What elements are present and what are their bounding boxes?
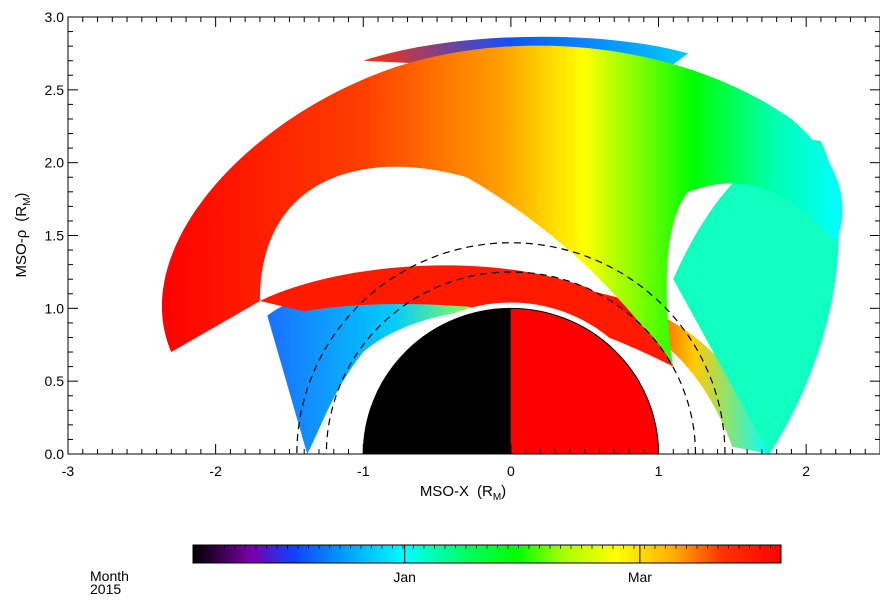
colorbar-title-month: Month — [90, 568, 129, 584]
colorbar-tick-label: Jan — [393, 569, 416, 585]
y-tick-label: 2.0 — [45, 155, 65, 171]
colorbar-title-year: 2015 — [90, 581, 121, 597]
x-tick-label: 1 — [655, 463, 663, 479]
y-axis-unit: R — [13, 206, 30, 217]
colorbar-tick-label: Mar — [628, 569, 652, 585]
x-axis-unit: R — [482, 483, 493, 500]
reference-boundaries — [296, 242, 726, 455]
x-tick-label: -2 — [209, 463, 222, 479]
orbit-band-middle-arch — [259, 265, 674, 367]
x-tick-label: -1 — [357, 463, 370, 479]
y-axis-label-text: MSO-ρ — [13, 230, 30, 278]
x-tick-label: -3 — [62, 463, 75, 479]
y-tick-label: 2.5 — [45, 82, 65, 98]
orbit-tracks — [161, 36, 843, 454]
y-tick-label: 0.5 — [45, 373, 65, 389]
x-axis-unit-sub: M — [493, 492, 501, 503]
planet-day-side — [510, 308, 659, 454]
reference-boundary-1 — [296, 242, 726, 455]
planet-disk — [357, 302, 665, 455]
y-axis-unit-sub: M — [22, 198, 33, 206]
y-axis-label: MSO-ρ(RM) — [13, 193, 33, 278]
planet-outline — [362, 307, 660, 455]
orbit-band-right-lobe — [673, 140, 839, 454]
x-axis-label: MSO-X (RM) — [420, 483, 506, 503]
x-axis-label-text: MSO-X — [420, 483, 469, 500]
y-tick-label: 0.0 — [45, 446, 65, 462]
x-axis-ticks: -3 -2 -1 0 1 2 — [62, 17, 880, 479]
x-tick-label: 0 — [507, 463, 515, 479]
x-tick-label: 2 — [802, 463, 810, 479]
orbit-band-outer — [161, 45, 843, 367]
colorbar: Jan Mar Month 2015 — [90, 544, 782, 597]
colorbar-ticks: Jan Mar — [203, 545, 771, 585]
plot-area: -3 -2 -1 0 1 2 0.0 0.5 1.0 1.5 2.0 2.5 3.0 — [45, 9, 880, 479]
reference-boundary-2 — [325, 271, 697, 455]
y-tick-label: 1.5 — [45, 228, 65, 244]
planet-night-side — [363, 308, 511, 454]
y-tick-label: 1.0 — [45, 300, 65, 316]
y-tick-label: 3.0 — [45, 9, 65, 25]
y-axis-ticks: 0.0 0.5 1.0 1.5 2.0 2.5 3.0 — [45, 9, 880, 462]
